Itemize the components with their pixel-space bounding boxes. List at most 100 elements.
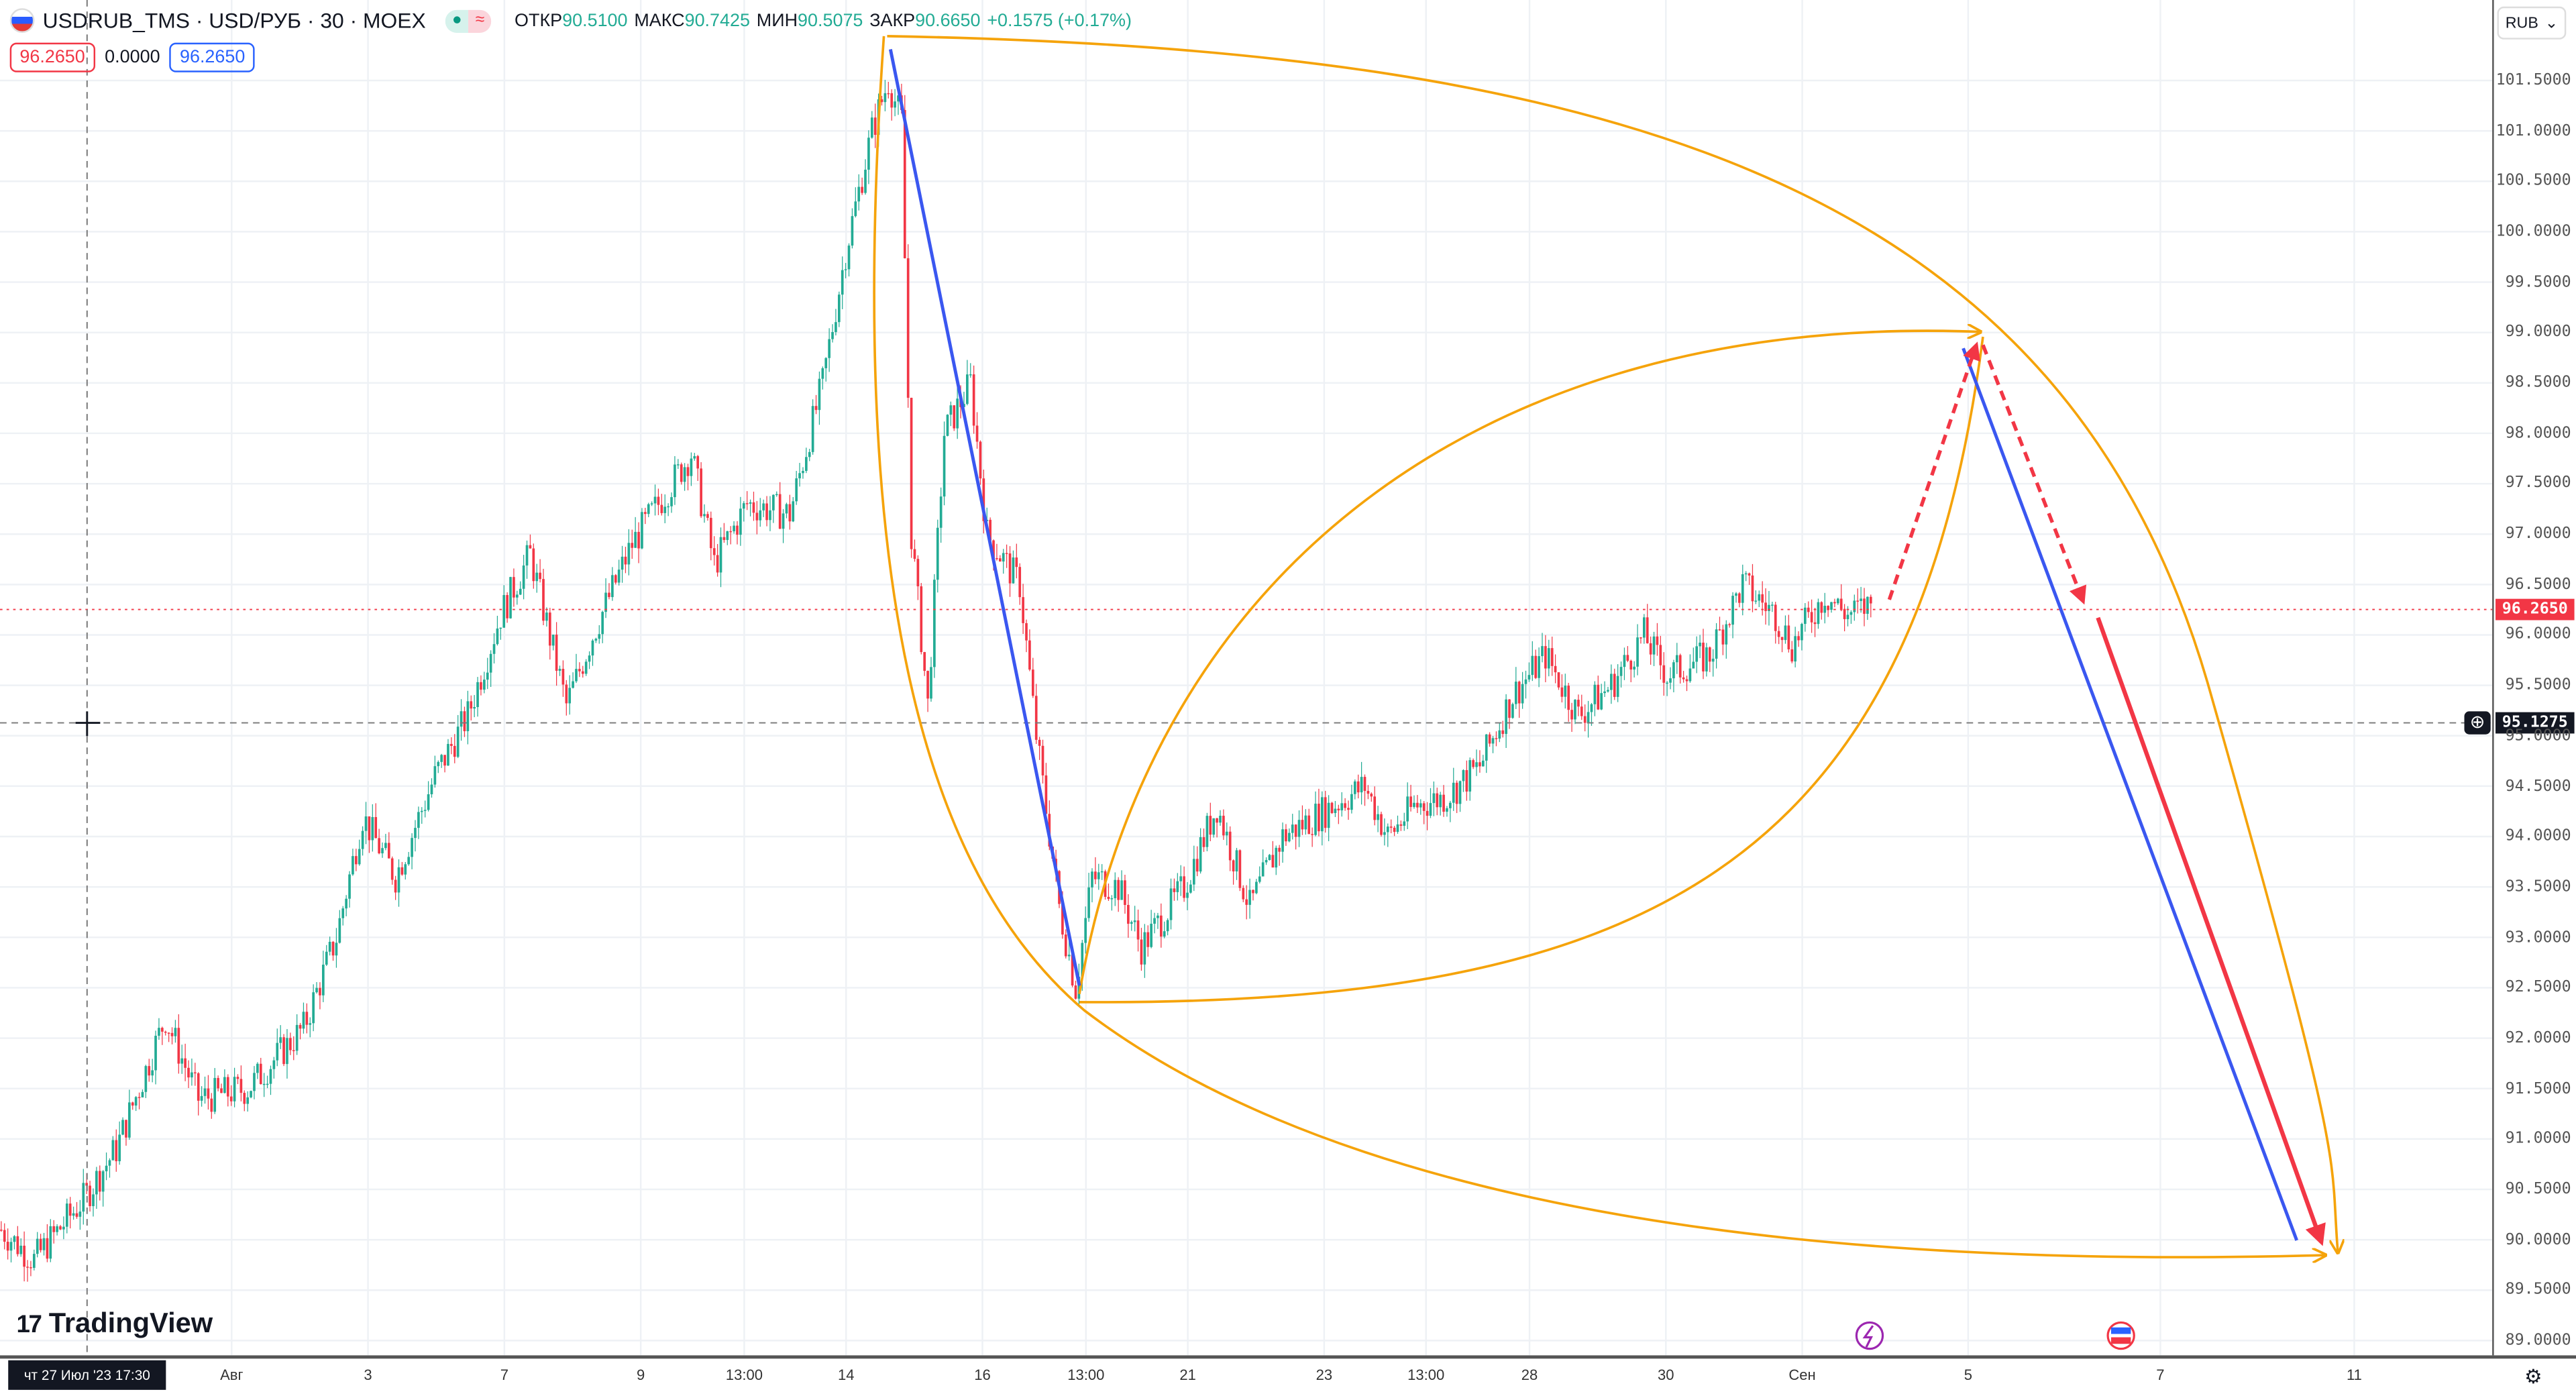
candle <box>414 820 417 852</box>
candle <box>1199 828 1202 874</box>
candle <box>1610 664 1613 704</box>
candle <box>1839 584 1843 612</box>
candle <box>873 103 877 148</box>
candle <box>857 174 861 211</box>
candle <box>601 610 604 643</box>
market-status[interactable]: ● ≈ <box>445 9 492 32</box>
candle <box>1633 661 1635 678</box>
candle <box>578 662 581 678</box>
candle <box>151 1059 154 1083</box>
candle <box>1498 723 1501 743</box>
candle <box>319 982 321 1010</box>
candle <box>680 462 683 485</box>
candle <box>1629 659 1633 682</box>
candle <box>525 540 529 579</box>
candle <box>811 399 814 455</box>
candle <box>59 1225 62 1230</box>
candle <box>785 502 788 519</box>
candle <box>200 1086 203 1107</box>
symbol-title[interactable]: USDRUB_TMS · USD/РУБ · 30 · MOEX <box>42 8 426 33</box>
candle <box>1383 818 1386 846</box>
candle <box>259 1057 262 1085</box>
settings-gear-icon[interactable]: ⚙ <box>2524 1365 2542 1389</box>
candle <box>1087 873 1090 922</box>
low-label: МИН <box>756 10 798 31</box>
candle <box>972 365 975 434</box>
candle <box>207 1075 210 1110</box>
candle <box>1688 654 1692 683</box>
candle <box>184 1043 186 1081</box>
candle <box>138 1092 141 1110</box>
buy-button[interactable]: 96.2650 <box>170 42 256 72</box>
currency-select[interactable]: RUB ⌄ <box>2497 6 2567 40</box>
time-axis[interactable]: чт 27 Июл '23 17:30 ⚙ Авг 3 7 9 13:00 14 16 13:… <box>0 1355 2576 1398</box>
candle <box>1649 636 1652 665</box>
candle <box>755 500 759 535</box>
inner-arc-bottom[interactable] <box>1079 336 1984 1004</box>
candle <box>322 951 325 1002</box>
blue-trendline-2[interactable] <box>1962 347 2298 1241</box>
add-alert-plus-icon[interactable]: ⊕ <box>2464 711 2491 735</box>
candle <box>930 657 932 702</box>
candle <box>1225 822 1228 846</box>
candle <box>1580 694 1583 720</box>
outer-arc-top[interactable] <box>887 35 2337 1252</box>
candle <box>486 657 489 690</box>
candle <box>1646 604 1649 644</box>
candle <box>745 491 749 510</box>
candle <box>1616 664 1619 702</box>
candle <box>568 675 572 715</box>
candle <box>1577 694 1580 716</box>
close-label: ЗАКР <box>869 10 916 31</box>
candle <box>561 660 565 697</box>
candle <box>631 529 634 559</box>
candle <box>1452 767 1455 811</box>
candle <box>1216 818 1218 838</box>
red-dashed-arrow-up[interactable] <box>1887 341 1980 600</box>
candle <box>1715 623 1718 669</box>
candle <box>798 463 801 487</box>
red-dashed-arrow-down[interactable] <box>1981 344 2087 605</box>
lightning-event-icon[interactable] <box>1855 1321 1884 1350</box>
candle <box>1028 629 1031 671</box>
candle <box>634 517 637 548</box>
candle <box>253 1066 256 1099</box>
candle <box>118 1121 121 1165</box>
candle <box>1301 805 1304 835</box>
blue-trendline-1[interactable] <box>888 48 1081 986</box>
candle <box>272 1057 276 1079</box>
candle <box>243 1090 246 1112</box>
candle <box>867 130 870 184</box>
candle <box>1311 827 1313 847</box>
candle <box>778 482 782 529</box>
price-axis[interactable]: 96.2650 95.1275 101.5000 101.0000 100.5000… <box>2492 0 2576 1356</box>
inner-arc-top[interactable] <box>1078 331 1980 994</box>
candle <box>177 1014 180 1074</box>
candle <box>1034 684 1038 745</box>
candle <box>1318 788 1320 837</box>
candle <box>276 1028 279 1067</box>
sell-button[interactable]: 96.2650 <box>9 42 95 72</box>
candle <box>95 1167 98 1209</box>
red-arrow-down[interactable] <box>2096 616 2326 1246</box>
logo-text: TradingView <box>48 1307 213 1339</box>
trade-buttons: 96.2650 0.0000 96.2650 <box>9 42 256 72</box>
candle <box>463 706 466 737</box>
candle <box>1820 601 1823 620</box>
time-tick: 5 <box>1964 1366 1973 1384</box>
tradingview-logo[interactable]: 17 TradingView <box>16 1307 213 1340</box>
candle <box>883 80 887 111</box>
chart-canvas[interactable] <box>0 0 2493 1356</box>
outer-arc-bottom[interactable] <box>873 36 2324 1257</box>
candle <box>1721 625 1725 655</box>
candle <box>1022 584 1024 634</box>
candle <box>1843 604 1846 632</box>
us-flag-event-icon[interactable] <box>2106 1321 2135 1350</box>
candle <box>515 590 519 605</box>
orange-curve-drawings[interactable] <box>873 35 2338 1257</box>
candle <box>134 1095 138 1112</box>
candle <box>1741 564 1744 616</box>
price-tick: 96.5000 <box>2505 575 2571 594</box>
candle <box>390 856 394 885</box>
candle <box>1084 906 1087 954</box>
